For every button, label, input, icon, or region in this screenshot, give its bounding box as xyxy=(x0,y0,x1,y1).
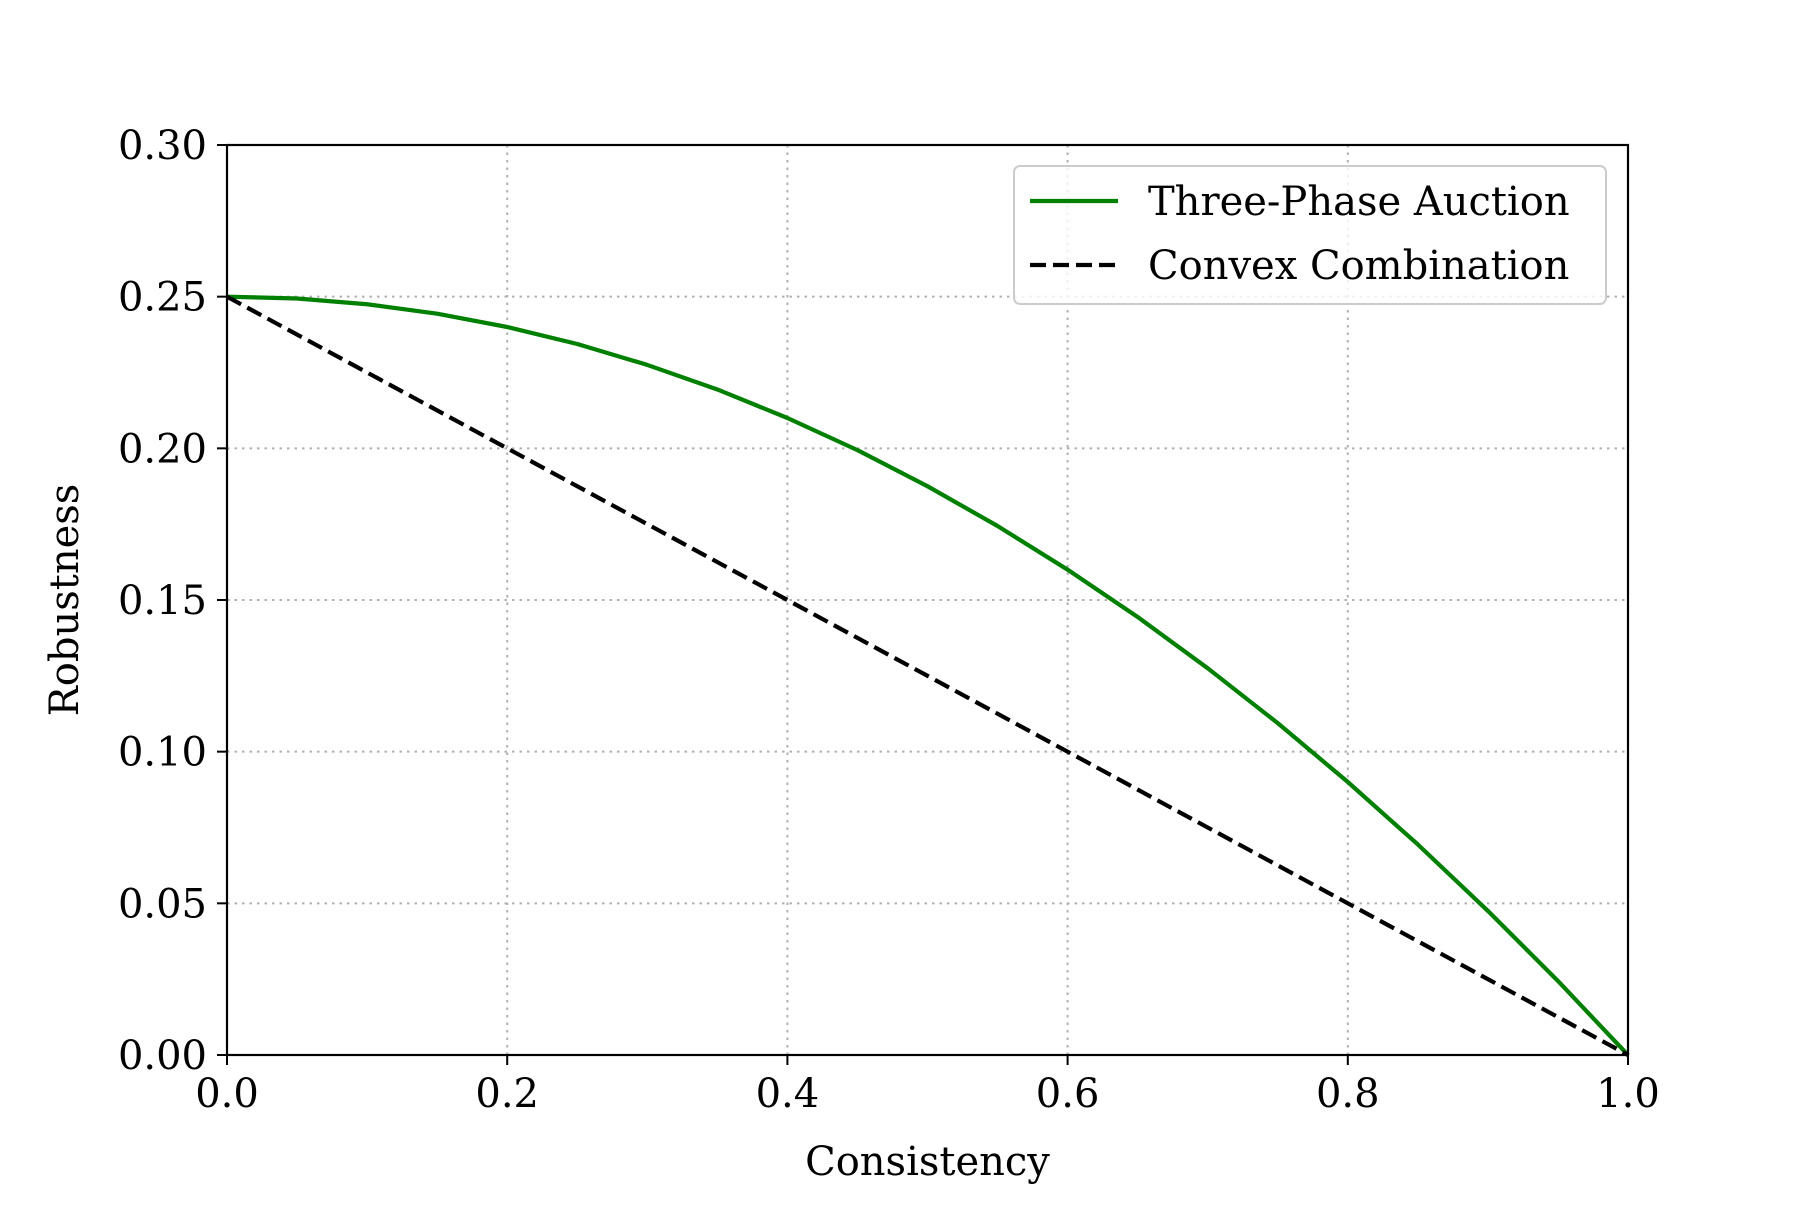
y-tick-label: 0.00 xyxy=(118,1033,207,1079)
y-tick-label: 0.25 xyxy=(118,275,207,321)
legend-label: Three-Phase Auction xyxy=(1148,179,1570,225)
x-tick-label: 0.6 xyxy=(1036,1071,1100,1117)
x-axis-title: Consistency xyxy=(805,1139,1050,1185)
series-line-convex-combination xyxy=(226,294,1629,1057)
series-layer xyxy=(226,294,1630,1057)
legend-label: Convex Combination xyxy=(1148,243,1569,289)
y-tick-label: 0.30 xyxy=(118,123,207,169)
x-tick-label: 0.4 xyxy=(756,1071,820,1117)
x-tick-label: 0.8 xyxy=(1316,1071,1380,1117)
y-tick-label: 0.20 xyxy=(118,426,207,472)
x-tick-label: 1.0 xyxy=(1596,1071,1660,1117)
y-tick-label: 0.15 xyxy=(118,578,207,624)
legend: Three-Phase Auction Convex Combination xyxy=(1013,165,1607,305)
y-axis-title: Robustness xyxy=(42,484,88,717)
ticks: 0.0 0.2 0.4 0.6 0.8 1.0 0.00 0.05 0.10 0.15 0.20 0.… xyxy=(118,123,1660,1117)
y-tick-label: 0.10 xyxy=(118,730,207,776)
x-tick-label: 0.2 xyxy=(475,1071,539,1117)
x-tick-label: 0.0 xyxy=(195,1071,259,1117)
legend-box xyxy=(1013,165,1607,305)
series-line-three-phase-auction xyxy=(226,294,1630,1057)
y-tick-label: 0.05 xyxy=(118,881,207,927)
